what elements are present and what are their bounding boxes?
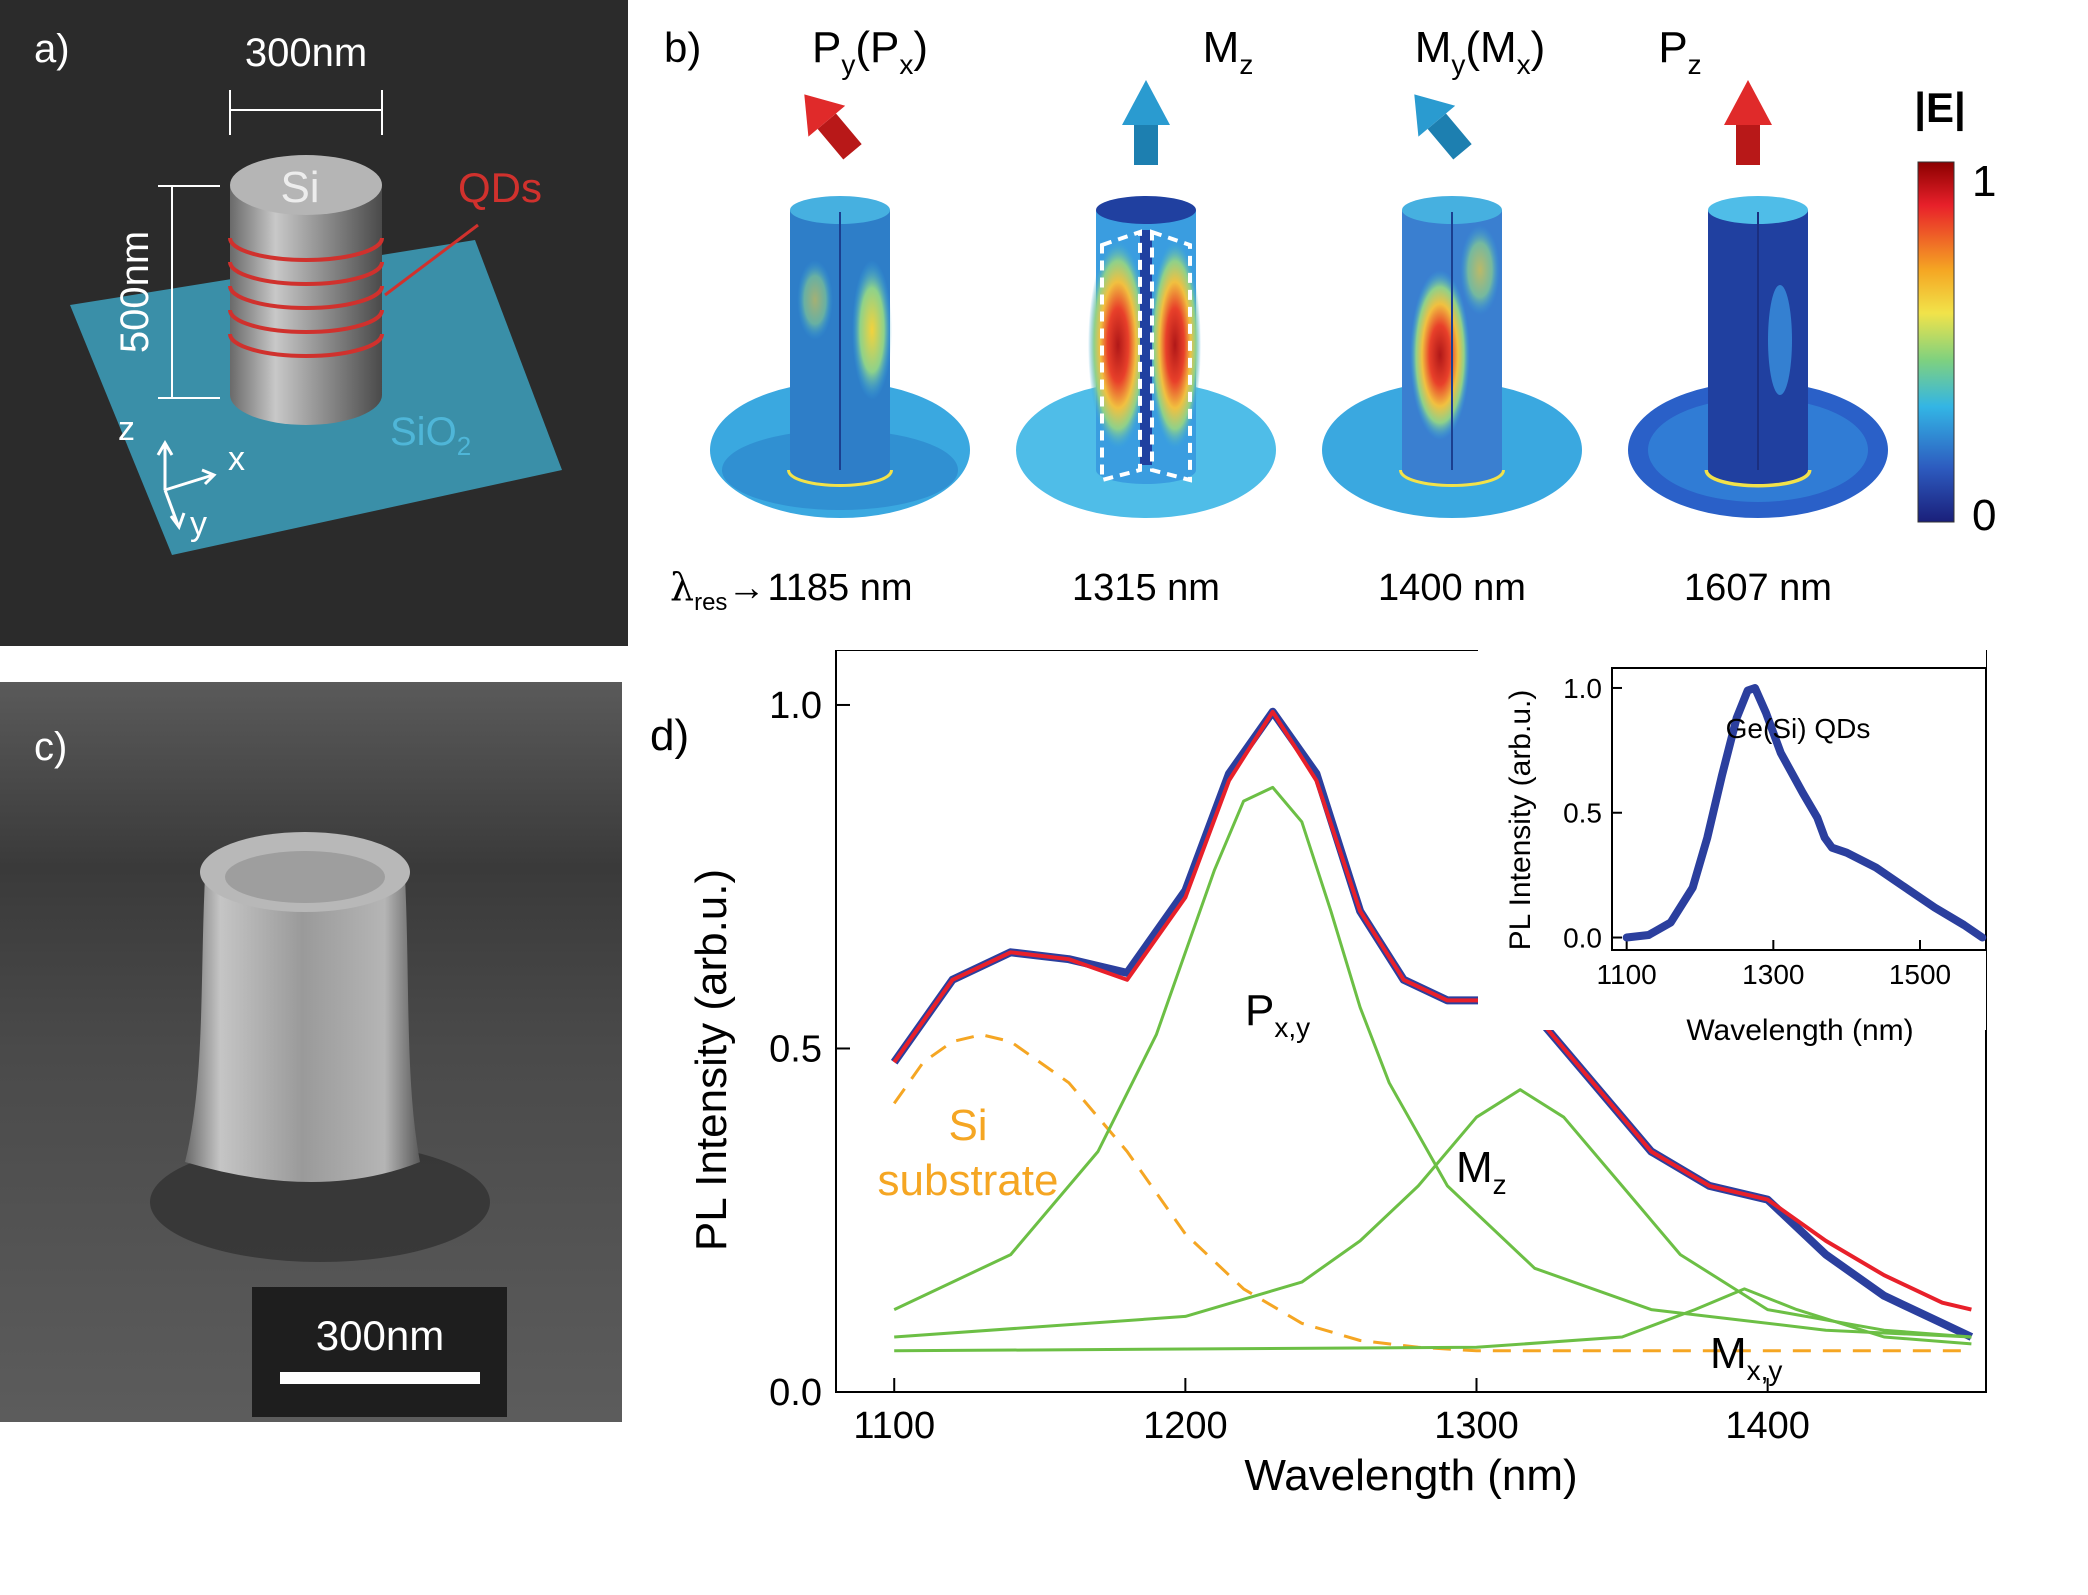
panel-a-label: a) (34, 27, 70, 71)
inset-spectrum (1622, 684, 1987, 942)
field-map-1607 (1628, 196, 1888, 518)
x-tick-label: 1200 (1143, 1405, 1228, 1447)
wavelength-3: 1400 nm (1378, 567, 1526, 609)
inset-y-tick-label: 1.0 (1563, 673, 1602, 704)
scale-bar-box (252, 1287, 507, 1417)
panel-b-label: b) (664, 24, 701, 71)
sem-pillar (185, 877, 420, 1182)
colorbar-max: 1 (1972, 157, 1996, 206)
x-axis-title: Wavelength (nm) (1244, 1451, 1577, 1500)
qd-label: QDs (458, 164, 542, 211)
panel-d-pl-spectrum: d) 1100 1200 1300 1400 0.0 0.5 1.0 Wavelength … (650, 650, 1987, 1500)
si-substrate-label-1: Si (948, 1101, 987, 1150)
si-substrate-label-2: substrate (878, 1156, 1059, 1205)
panel-c-sem: c) 300nm (0, 682, 622, 1422)
component-curve (894, 1088, 1972, 1339)
mode-header-1: Py(Px) (804, 23, 928, 160)
colorbar-min: 0 (1972, 491, 1996, 540)
inset-x-title: Wavelength (nm) (1686, 1014, 1913, 1047)
fit-curve (892, 709, 1972, 1312)
wavelength-2: 1315 nm (1072, 567, 1220, 609)
mode-label-4: Pz (1658, 23, 1701, 80)
mode-header-4: Pz (1658, 23, 1772, 165)
p-xy-label: Px,y (1245, 986, 1310, 1043)
width-label: 300nm (245, 31, 367, 75)
inset-x-tick-label: 1100 (1597, 959, 1657, 990)
si-pillar-body (230, 185, 382, 425)
si-substrate-curve (892, 1033, 1972, 1353)
panel-d-label: d) (650, 711, 689, 760)
qd-rings (228, 237, 384, 358)
panel-a-schematic: a) 300nm 500nm Si QDs SiO2 z x (0, 0, 628, 646)
coordinate-axes (156, 440, 217, 531)
arrow-3 (1414, 94, 1472, 160)
arrow-1 (804, 94, 862, 160)
field-map-1185 (710, 196, 970, 518)
x-tick-label: 1400 (1725, 1405, 1810, 1447)
component-curve (893, 785, 1972, 1339)
mode-label-3: My(Mx) (1415, 23, 1546, 80)
inset-x-tick-label: 1300 (1742, 959, 1804, 990)
sio2-label: SiO2 (390, 410, 471, 461)
y-axis-title: PL Intensity (arb.u.) (687, 869, 736, 1251)
inset-background (1478, 650, 1986, 1030)
colorbar-title: |E| (1914, 84, 1966, 132)
inset-y-tick-label: 0.0 (1563, 923, 1602, 954)
mode-header-2: Mz (1122, 23, 1253, 165)
scale-bar-label: 300nm (316, 1312, 444, 1359)
y-tick-label: 1.0 (769, 685, 822, 727)
wavelength-1: 1185 nm (767, 567, 912, 609)
inset-plot-frame (1611, 667, 1987, 951)
panel-c-label: c) (34, 725, 67, 769)
x-tick-label: 1100 (853, 1405, 935, 1447)
mode-header-3: My(Mx) (1414, 23, 1546, 160)
field-map-1315 (1016, 196, 1276, 518)
si-label: Si (280, 163, 319, 212)
arrow-4 (1724, 80, 1772, 165)
scale-bar (280, 1372, 480, 1384)
inset-y-title: PL Intensity (arb.u.) (1504, 690, 1537, 951)
wavelength-4: 1607 nm (1684, 567, 1832, 609)
axis-y-label: y (190, 505, 207, 543)
mz-label: Mz (1456, 1143, 1507, 1200)
sem-pillar-cap (225, 851, 385, 903)
si-pillar-top (230, 155, 382, 215)
arrow-2 (1122, 80, 1170, 165)
inset-y-tick-label: 0.5 (1563, 798, 1602, 829)
x-tick-label: 1300 (1434, 1405, 1519, 1447)
mode-label-2: Mz (1203, 23, 1254, 80)
qd-pointer-line (384, 223, 479, 297)
height-label: 500nm (113, 231, 157, 353)
y-tick-label: 0.0 (769, 1372, 822, 1414)
panel-b-field-maps: b) Py(Px) Mz My(Mx) Pz (664, 23, 1996, 616)
component-curve (894, 1287, 1972, 1353)
lambda-res-label: λres→ (670, 565, 765, 616)
mode-label-1: Py(Px) (812, 23, 928, 80)
axis-x-label: x (228, 440, 245, 478)
inset-title: Ge(Si) QDs (1726, 713, 1871, 744)
y-tick-label: 0.5 (769, 1028, 822, 1070)
field-map-1400 (1322, 196, 1582, 518)
inset-x-tick-label: 1500 (1889, 959, 1951, 990)
mxy-label: Mx,y (1710, 1329, 1782, 1386)
colorbar-gradient (1917, 161, 1955, 523)
colorbar: |E| 1 0 (1914, 84, 1996, 540)
axis-z-label: z (118, 410, 135, 448)
